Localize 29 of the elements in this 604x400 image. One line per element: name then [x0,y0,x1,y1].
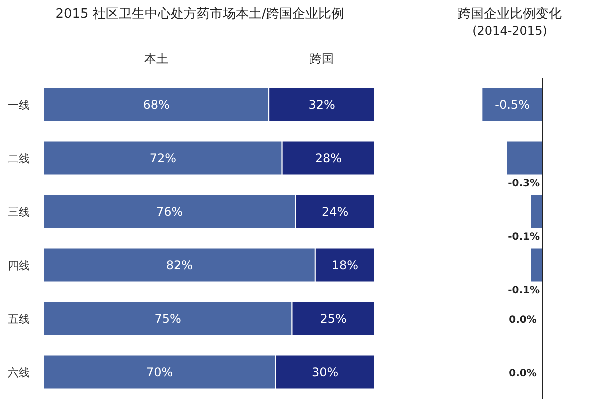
series-label: 本土 [144,52,169,66]
y-tick-label: 六线 [8,366,30,380]
chart-subtitle: (2014-2015) [472,24,548,38]
data-label: 25% [320,312,347,326]
data-label: -0.1% [508,285,540,296]
data-label: 28% [315,151,342,166]
data-label: -0.1% [508,232,540,243]
data-label: 30% [312,365,339,380]
data-label: 0.0% [509,314,537,326]
y-tick-label: 五线 [8,312,30,326]
chart-title: 2015 社区卫生中心处方药市场本土/跨国企业比例 [56,6,344,22]
y-tick-label: 二线 [8,152,30,166]
data-label: 18% [332,258,359,272]
data-label: -0.3% [508,178,540,190]
data-label: 82% [166,258,194,272]
y-tick-label: 一线 [8,98,30,112]
data-label: 72% [150,151,176,166]
data-label: 24% [322,204,349,219]
data-label: 68% [143,98,170,112]
data-label: 0.0% [509,368,537,380]
data-label: 75% [154,312,182,326]
series-label: 跨国 [310,52,334,66]
chart-title: 跨国企业比例变化 [458,7,562,22]
data-label: -0.5% [495,98,530,112]
y-tick-label: 三线 [8,206,30,219]
data-label: 76% [156,204,184,219]
y-tick-label: 四线 [8,259,30,272]
data-label: 70% [146,365,174,380]
data-label: 32% [308,98,336,112]
